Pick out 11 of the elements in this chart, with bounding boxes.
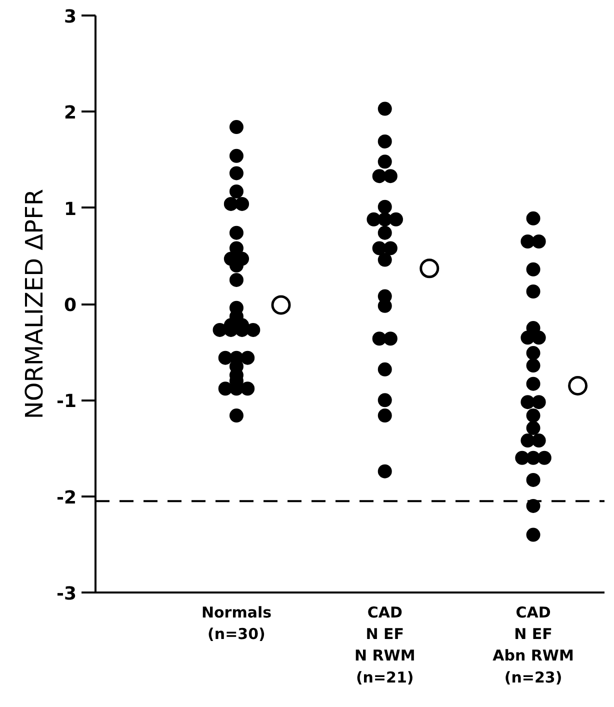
y-tick-label: 1 xyxy=(64,198,77,220)
y-tick-label: 2 xyxy=(64,102,77,124)
y-tick-label: 0 xyxy=(64,295,77,316)
y-tick-label: -3 xyxy=(56,584,77,604)
y-tick-label: -2 xyxy=(56,487,77,508)
x-tick-label: Normals (n=30) xyxy=(201,604,272,644)
x-tick-label: CAD N EF Abn RWM (n=23) xyxy=(492,604,574,686)
x-tick-label: CAD N EF N RWM (n=21) xyxy=(354,604,416,686)
y-tick-label: -1 xyxy=(56,391,77,412)
y-tick-label: 3 xyxy=(64,6,77,28)
y-axis-title: NORMALIZED ΔPFR xyxy=(20,188,49,420)
